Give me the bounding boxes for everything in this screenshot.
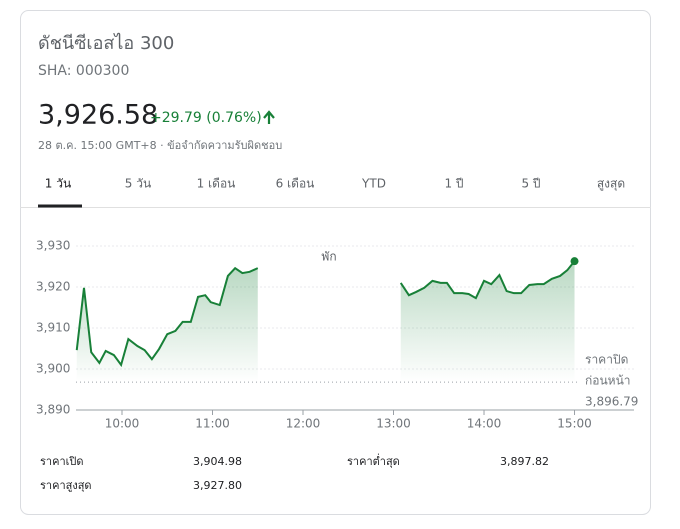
previous-close-label: ราคาปิด xyxy=(585,353,628,367)
stat-value: 3,904.98 xyxy=(193,455,242,468)
previous-close-label: ก่อนหน้า xyxy=(585,374,631,388)
x-tick-label: 11:00 xyxy=(195,417,230,431)
stat-value: 3,897.82 xyxy=(500,455,549,468)
tab[interactable]: 1 เดือน xyxy=(197,177,236,191)
area xyxy=(400,261,575,383)
title: ดัชนีซีเอสไอ 300 xyxy=(38,32,174,54)
line xyxy=(75,266,259,368)
stat-label: ราคาเปิด xyxy=(40,455,84,468)
y-tick-label: 3,900 xyxy=(36,362,70,376)
y-tick-label: 3,930 xyxy=(36,239,70,253)
tab[interactable]: สูงสุด xyxy=(597,177,625,192)
line xyxy=(399,260,576,300)
stat-value: 3,927.80 xyxy=(193,479,242,492)
x-tick-label: 14:00 xyxy=(467,417,502,431)
last-point xyxy=(570,257,579,266)
annotation: พัก xyxy=(321,250,336,264)
x-tick-label: 15:00 xyxy=(557,417,592,431)
tab[interactable]: 5 วัน xyxy=(125,177,151,191)
change: +29.79 (0.76%) xyxy=(150,110,262,126)
y-tick-label: 3,890 xyxy=(36,403,70,417)
ticker: SHA: 000300 xyxy=(38,63,129,79)
tab[interactable]: 1 วัน xyxy=(45,177,71,191)
price: 3,926.58 xyxy=(38,100,158,131)
tab[interactable]: YTD xyxy=(361,177,386,191)
tab[interactable]: 6 เดือน xyxy=(276,177,315,191)
x-tick-label: 13:00 xyxy=(376,417,411,431)
x-tick-label: 10:00 xyxy=(105,417,140,431)
stat-label: ราคาต่ำสุด xyxy=(347,453,400,468)
timestamp[interactable]: 28 ต.ค. 15:00 GMT+8 · ข้อจำกัดความรับผิด… xyxy=(38,139,282,152)
y-tick-label: 3,910 xyxy=(36,321,70,335)
tab[interactable]: 5 ปี xyxy=(521,177,540,191)
tab[interactable]: 1 ปี xyxy=(444,177,463,191)
up-arrow xyxy=(263,110,275,124)
stat-label: ราคาสูงสุด xyxy=(40,479,92,492)
x-tick-label: 12:00 xyxy=(286,417,321,431)
area xyxy=(76,268,258,383)
previous-close-value: 3,896.79 xyxy=(585,395,638,409)
card xyxy=(20,10,651,515)
y-tick-label: 3,920 xyxy=(36,280,70,294)
